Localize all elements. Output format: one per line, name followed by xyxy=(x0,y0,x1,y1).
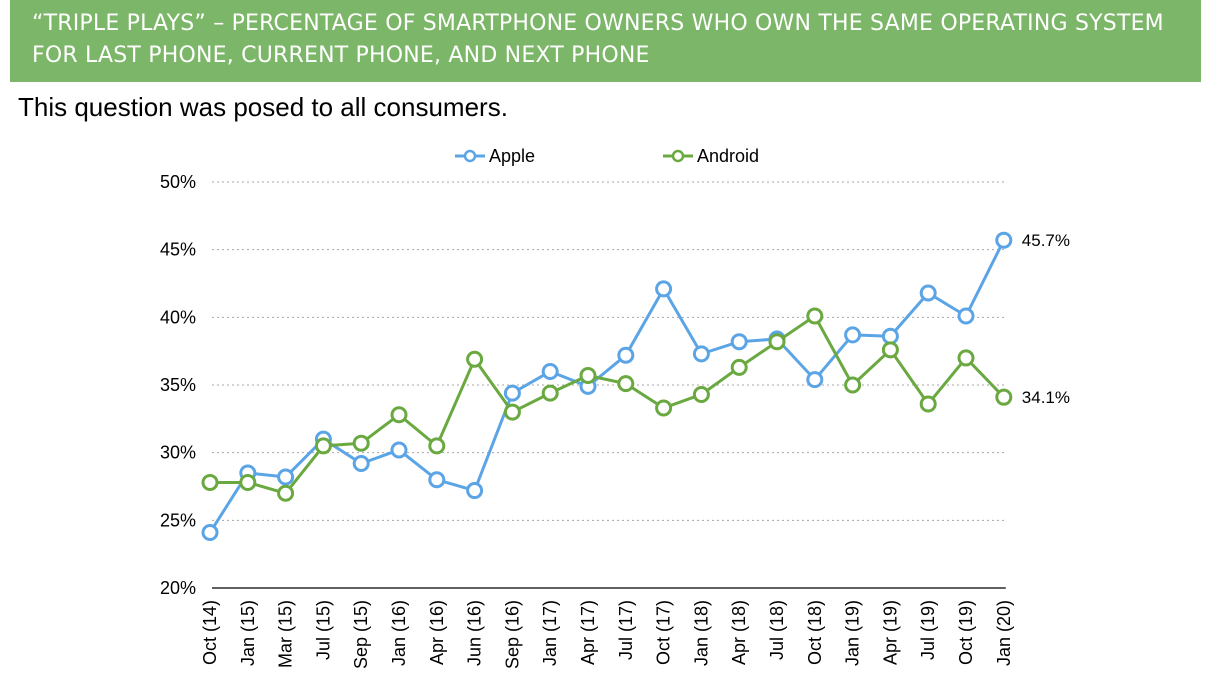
x-tick-label: Jan (15) xyxy=(238,600,258,666)
apple-legend-marker xyxy=(463,149,477,163)
x-tick-label: Mar (15) xyxy=(276,600,296,668)
android-legend-label: Android xyxy=(697,146,759,166)
apple-data-point xyxy=(995,231,1013,249)
android-data-point xyxy=(655,399,673,417)
android-data-point xyxy=(919,395,937,413)
android-data-point xyxy=(844,376,862,394)
android-data-point xyxy=(314,437,332,455)
x-tick-label: Oct (19) xyxy=(956,600,976,665)
x-tick-label: Jan (19) xyxy=(843,600,863,666)
android-data-point xyxy=(768,333,786,351)
apple-data-point xyxy=(390,441,408,459)
android-data-point xyxy=(881,341,899,359)
apple-data-point xyxy=(428,471,446,489)
android-data-point xyxy=(957,349,975,367)
apple-data-point xyxy=(541,362,559,380)
android-data-point xyxy=(806,307,824,325)
android-data-point xyxy=(995,388,1013,406)
apple-data-point xyxy=(617,346,635,364)
x-tick-label: Jan (16) xyxy=(389,600,409,666)
y-tick-label: 30% xyxy=(160,443,196,463)
android-legend-marker xyxy=(671,149,685,163)
android-data-point xyxy=(541,384,559,402)
x-tick-label: Oct (18) xyxy=(805,600,825,665)
x-tick-label: Jan (18) xyxy=(691,600,711,666)
apple-data-point xyxy=(352,454,370,472)
x-tick-label: Jan (17) xyxy=(540,600,560,666)
android-data-point xyxy=(239,473,257,491)
y-tick-label: 50% xyxy=(160,172,196,192)
x-tick-label: Sep (15) xyxy=(351,600,371,669)
apple-end-label: 45.7% xyxy=(1022,231,1070,250)
x-tick-label: Apr (17) xyxy=(578,600,598,665)
x-tick-label: Jul (17) xyxy=(616,600,636,660)
title-banner: “TRIPLE PLAYS” – PERCENTAGE OF SMARTPHON… xyxy=(10,0,1201,82)
x-tick-label: Apr (16) xyxy=(427,600,447,665)
x-tick-label: Apr (18) xyxy=(729,600,749,665)
x-tick-label: Jun (16) xyxy=(465,600,485,666)
android-data-point xyxy=(579,367,597,385)
android-data-point xyxy=(390,406,408,424)
x-tick-label: Apr (19) xyxy=(880,600,900,665)
android-data-point xyxy=(352,434,370,452)
x-tick-label: Jul (19) xyxy=(918,600,938,660)
apple-data-point xyxy=(806,371,824,389)
x-tick-label: Oct (17) xyxy=(654,600,674,665)
android-data-point xyxy=(201,473,219,491)
apple-series-line xyxy=(208,239,1006,534)
android-data-point xyxy=(692,385,710,403)
x-tick-label: Oct (14) xyxy=(200,600,220,665)
y-tick-label: 40% xyxy=(160,307,196,327)
apple-data-point xyxy=(692,345,710,363)
title-line-1: “TRIPLE PLAYS” – PERCENTAGE OF SMARTPHON… xyxy=(32,11,1164,36)
subtitle: This question was posed to all consumers… xyxy=(18,92,508,122)
android-data-point xyxy=(730,358,748,376)
y-tick-label: 35% xyxy=(160,375,196,395)
x-tick-label: Jan (20) xyxy=(994,600,1014,666)
y-tick-label: 25% xyxy=(160,510,196,530)
apple-data-point xyxy=(503,384,521,402)
android-series-line xyxy=(210,314,1005,495)
title-line-2: FOR LAST PHONE, CURRENT PHONE, AND NEXT … xyxy=(32,43,650,68)
android-data-point xyxy=(277,484,295,502)
apple-data-point xyxy=(919,284,937,302)
y-tick-label: 20% xyxy=(160,578,196,598)
android-data-point xyxy=(617,375,635,393)
x-tick-label: Jul (15) xyxy=(313,600,333,660)
x-tick-label: Sep (16) xyxy=(502,600,522,669)
android-data-point xyxy=(466,350,484,368)
apple-data-point xyxy=(881,327,899,345)
apple-data-point xyxy=(201,524,219,542)
android-data-point xyxy=(503,403,521,421)
apple-data-point xyxy=(957,307,975,325)
apple-data-point xyxy=(466,482,484,500)
y-tick-label: 45% xyxy=(160,240,196,260)
android-data-point xyxy=(428,437,446,455)
apple-legend-label: Apple xyxy=(489,146,535,166)
apple-data-point xyxy=(730,333,748,351)
x-tick-label: Jul (18) xyxy=(767,600,787,660)
apple-data-point xyxy=(844,326,862,344)
android-end-label: 34.1% xyxy=(1022,388,1070,407)
apple-data-point xyxy=(277,468,295,486)
apple-data-point xyxy=(655,280,673,298)
